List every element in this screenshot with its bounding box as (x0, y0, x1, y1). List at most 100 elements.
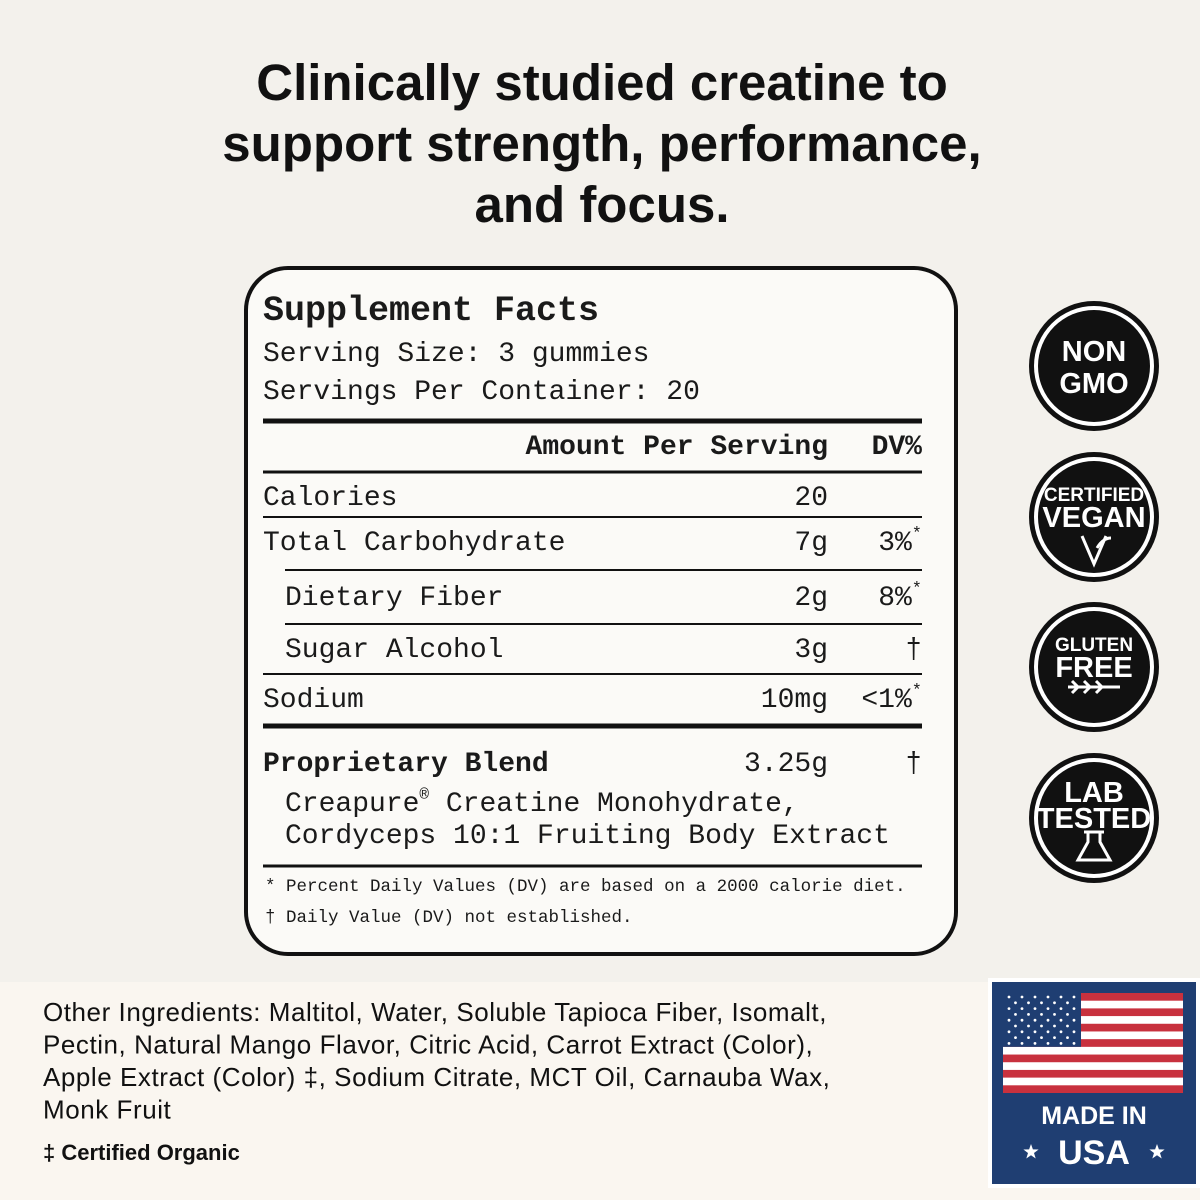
row-name: Sugar Alcohol (285, 635, 503, 666)
ingredient-brand: Cordyceps 10:1 Fruiting Body Extract (285, 821, 890, 852)
serving-size: Serving Size: 3 gummies (263, 339, 649, 370)
made-in: MADE IN (1041, 1102, 1147, 1130)
flag-star (1014, 1013, 1017, 1016)
row-amount: 10mg (761, 685, 828, 716)
blend-ingredient: Creapure® Creatine Monohydrate, (285, 786, 799, 820)
row-amount: 20 (794, 483, 828, 514)
facts-panel (244, 266, 958, 956)
dv-value: 3%* (878, 525, 922, 559)
ingredient-brand: Creapure (285, 789, 419, 820)
row-amount: 2g (794, 583, 828, 614)
flag-star (1040, 1001, 1043, 1005)
flag-star (1059, 1042, 1063, 1045)
flag-stripe (1003, 1069, 1183, 1078)
dv-value: 8%* (878, 580, 922, 614)
flag-star (1033, 1018, 1037, 1022)
blend-name: Proprietary Blend (263, 749, 549, 780)
ingredient-mark: ® (419, 786, 429, 804)
flag-star (1014, 1036, 1017, 1039)
dv-note: * (912, 525, 922, 544)
dv-note: * (912, 682, 922, 701)
row-name: Sodium (263, 685, 364, 716)
dv-note: * (912, 580, 922, 599)
dv-value-text: 8% (878, 583, 912, 614)
other-ingredients: Pectin, Natural Mango Flavor, Citric Aci… (43, 1030, 813, 1060)
servings-per-container: Servings Per Container: 20 (263, 377, 700, 408)
badge-text: GLUTEN (1055, 635, 1133, 656)
flag-star (1007, 1030, 1011, 1034)
flag-star (1072, 1030, 1076, 1034)
row-name: Total Carbohydrate (263, 528, 565, 559)
flag-star (1040, 1024, 1043, 1028)
flag-star (1040, 1036, 1043, 1039)
flag-star (1027, 1013, 1030, 1016)
flag-star (1027, 1001, 1030, 1005)
blend-amount: 3.25g (744, 749, 828, 780)
flag-star (1046, 1007, 1050, 1010)
flask-icon (1075, 830, 1113, 862)
row-name: Calories (263, 483, 397, 514)
ingredient-rest: Creatine Monohydrate, (429, 789, 799, 820)
flag-star (1066, 1001, 1069, 1005)
flag-star (1020, 1018, 1024, 1022)
dv-value: <1%* (861, 682, 922, 716)
dv-value: † (905, 749, 922, 780)
dv-header: DV% (872, 432, 923, 463)
headline: support strength, performance, (222, 115, 981, 172)
flag-star (1046, 995, 1050, 999)
flag-stripe (1003, 1054, 1183, 1063)
other-ingredients: Apple Extract (Color) ‡, Sodium Citrate,… (43, 1062, 830, 1092)
row-amount: 3g (794, 635, 828, 666)
flag-star (1059, 1018, 1063, 1022)
flag-star (1072, 1042, 1076, 1045)
flag-star (1027, 1036, 1030, 1039)
flag-stripe (1003, 993, 1183, 1001)
flag-stripe (1003, 1085, 1183, 1093)
amount-header: Amount Per Serving (526, 432, 828, 463)
flag-star (1020, 1042, 1024, 1045)
flag-star (1066, 1024, 1069, 1028)
badge-icons (1068, 535, 1120, 862)
badge-text: TESTED (1037, 803, 1151, 835)
wheat-icon (1068, 679, 1120, 695)
usa-star (1149, 1144, 1165, 1159)
vegan-icon (1080, 535, 1112, 568)
flag-star (1066, 1013, 1069, 1016)
other-ingredients: Monk Fruit (43, 1095, 172, 1125)
flag-star (1072, 1007, 1076, 1010)
dv-value-text: <1% (861, 685, 912, 716)
usa: USA (1058, 1134, 1130, 1172)
flag-star (1053, 1013, 1056, 1016)
flag-star (1027, 1024, 1030, 1028)
dv-value-text: † (905, 635, 922, 666)
flag-star (1046, 1030, 1050, 1034)
flag-star (1007, 1042, 1011, 1045)
flag-star (1066, 1036, 1069, 1039)
flag-stripe (1003, 1039, 1183, 1047)
flag-star (1020, 995, 1024, 999)
flag-star (1033, 1030, 1037, 1034)
flag-star (1046, 1042, 1050, 1045)
usa-star (1023, 1144, 1039, 1159)
badge-text: NON (1062, 336, 1126, 368)
badge-inner (1038, 310, 1150, 422)
flag-star (1040, 1013, 1043, 1016)
flag-star (1072, 1018, 1076, 1022)
flag-star (1020, 1007, 1024, 1010)
row-name: Dietary Fiber (285, 583, 503, 614)
dv-value-text: † (905, 749, 922, 780)
flag-stripe (1003, 1023, 1183, 1032)
flag-star (1014, 1001, 1017, 1005)
flag-star (1059, 1007, 1063, 1010)
flag-star (1053, 1001, 1056, 1005)
flag-star (1033, 1007, 1037, 1010)
organic-note: ‡ Certified Organic (43, 1140, 240, 1165)
dv-value: † (905, 635, 922, 666)
badge-inner (1038, 762, 1150, 874)
flag-star (1007, 995, 1011, 999)
badge-text: FREE (1055, 652, 1132, 684)
headline: Clinically studied creatine to (256, 54, 948, 111)
flag-star (1059, 995, 1063, 999)
flag-star (1007, 1018, 1011, 1022)
